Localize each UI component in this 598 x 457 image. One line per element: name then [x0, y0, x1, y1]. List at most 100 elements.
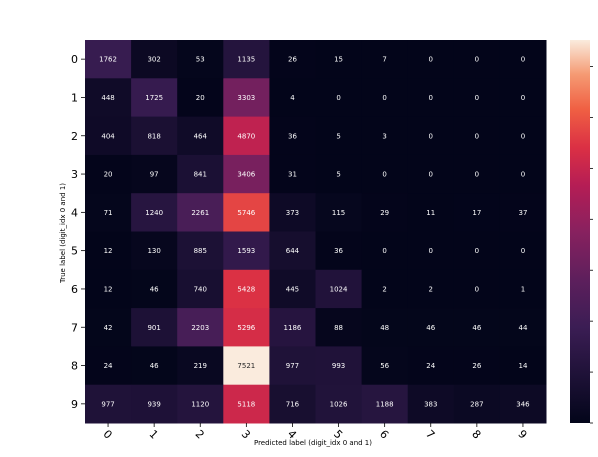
heatmap-cell: [177, 308, 224, 347]
cell-value-label: 0: [429, 247, 433, 255]
heatmap-cell: [223, 116, 270, 156]
cell-value-label: 2203: [191, 324, 209, 332]
cell-value-label: 0: [475, 171, 479, 179]
cell-value-label: 383: [424, 400, 437, 408]
heatmap-cell: [131, 384, 178, 424]
cell-value-label: 48: [380, 324, 389, 332]
heatmap-cell: [269, 116, 316, 156]
cell-value-label: 0: [429, 56, 433, 64]
heatmap-cell: [453, 40, 501, 79]
cell-value-label: 7521: [237, 362, 255, 370]
heatmap-cell: [177, 346, 224, 386]
heatmap-cell: [361, 269, 409, 309]
cell-value-label: 12: [104, 285, 113, 293]
cell-value-label: 0: [382, 94, 386, 102]
y-tick-label: 1: [71, 91, 78, 104]
cell-value-label: 7: [382, 56, 386, 64]
heatmap-cell: [361, 231, 409, 271]
y-tick-label: 7: [71, 321, 78, 334]
cell-value-label: 1024: [330, 285, 348, 293]
cell-value-label: 36: [288, 132, 297, 140]
cell-value-label: 977: [286, 362, 299, 370]
cell-value-label: 0: [521, 171, 525, 179]
heatmap-cell: [361, 346, 409, 386]
heatmap-cell: [407, 346, 455, 386]
cell-value-label: 36: [334, 247, 343, 255]
cell-value-label: 0: [382, 247, 386, 255]
cell-value-label: 2: [429, 285, 433, 293]
y-tick-label: 3: [71, 168, 78, 181]
cell-value-label: 346: [516, 400, 530, 408]
heatmap-cells: [85, 40, 547, 424]
heatmap-cell: [499, 231, 547, 271]
cell-value-label: 0: [475, 285, 479, 293]
heatmap-cell: [223, 78, 270, 118]
heatmap-cell: [315, 193, 363, 232]
heatmap-cell: [177, 40, 224, 79]
cell-value-label: 4870: [237, 132, 255, 140]
heatmap-cell: [361, 116, 409, 156]
heatmap-cell: [407, 193, 455, 232]
heatmap-cell: [269, 231, 316, 271]
heatmap-cell: [85, 40, 132, 79]
y-tick-label: 6: [71, 283, 78, 296]
cell-value-label: 0: [475, 247, 479, 255]
heatmap-cell: [131, 78, 178, 118]
cell-value-label: 1026: [330, 400, 348, 408]
heatmap-cell: [499, 269, 547, 309]
x-tick-label: 1: [147, 427, 161, 441]
heatmap-cell: [361, 193, 409, 232]
heatmap-cell: [223, 308, 270, 347]
cell-value-label: 445: [286, 285, 299, 293]
heatmap-cell: [223, 40, 270, 79]
x-tick-label: 2: [193, 427, 207, 441]
heatmap-cell: [499, 308, 547, 347]
x-tick-label: 9: [515, 427, 529, 441]
heatmap-cell: [453, 116, 501, 156]
heatmap-cell: [85, 231, 132, 271]
cell-value-label: 1188: [376, 400, 394, 408]
cell-value-label: 1135: [237, 56, 255, 64]
cell-value-label: 219: [194, 362, 207, 370]
cell-value-label: 977: [101, 400, 114, 408]
colorbar: [570, 40, 593, 424]
cell-value-label: 44: [518, 324, 527, 332]
cell-value-label: 0: [475, 56, 479, 64]
cell-value-label: 939: [147, 400, 160, 408]
heatmap-cell: [499, 193, 547, 232]
heatmap-cell: [269, 308, 316, 347]
heatmap-cell: [315, 116, 363, 156]
heatmap-cell: [499, 154, 547, 194]
heatmap-cell: [269, 154, 316, 194]
heatmap-cell: [315, 269, 363, 309]
heatmap-cell: [315, 154, 363, 194]
cell-value-label: 0: [521, 247, 525, 255]
heatmap-cell: [361, 384, 409, 424]
cell-value-label: 1593: [237, 247, 255, 255]
x-tick-label: 3: [239, 427, 253, 441]
cell-value-label: 885: [194, 247, 207, 255]
cell-value-label: 29: [380, 209, 389, 217]
cell-value-label: 0: [521, 56, 525, 64]
cell-value-label: 901: [147, 324, 160, 332]
heatmap-cell: [361, 154, 409, 194]
heatmap-cell: [269, 269, 316, 309]
y-tick-label: 8: [71, 360, 78, 373]
cell-value-label: 0: [382, 171, 386, 179]
x-axis-label: Predicted label (digit_idx 0 and 1): [254, 439, 372, 447]
cell-value-label: 5: [336, 171, 340, 179]
heatmap-cell: [177, 78, 224, 118]
heatmap-cell: [131, 40, 178, 79]
cell-value-label: 4: [290, 94, 295, 102]
heatmap-cell: [223, 269, 270, 309]
heatmap-cell: [361, 40, 409, 79]
cell-value-label: 404: [101, 132, 115, 140]
heatmap-cell: [131, 231, 178, 271]
heatmap-cell: [223, 154, 270, 194]
heatmap-cell: [315, 78, 363, 118]
cell-value-label: 3406: [237, 171, 255, 179]
cell-value-label: 2261: [191, 209, 209, 217]
cell-value-label: 0: [475, 94, 479, 102]
cell-value-label: 46: [426, 324, 435, 332]
